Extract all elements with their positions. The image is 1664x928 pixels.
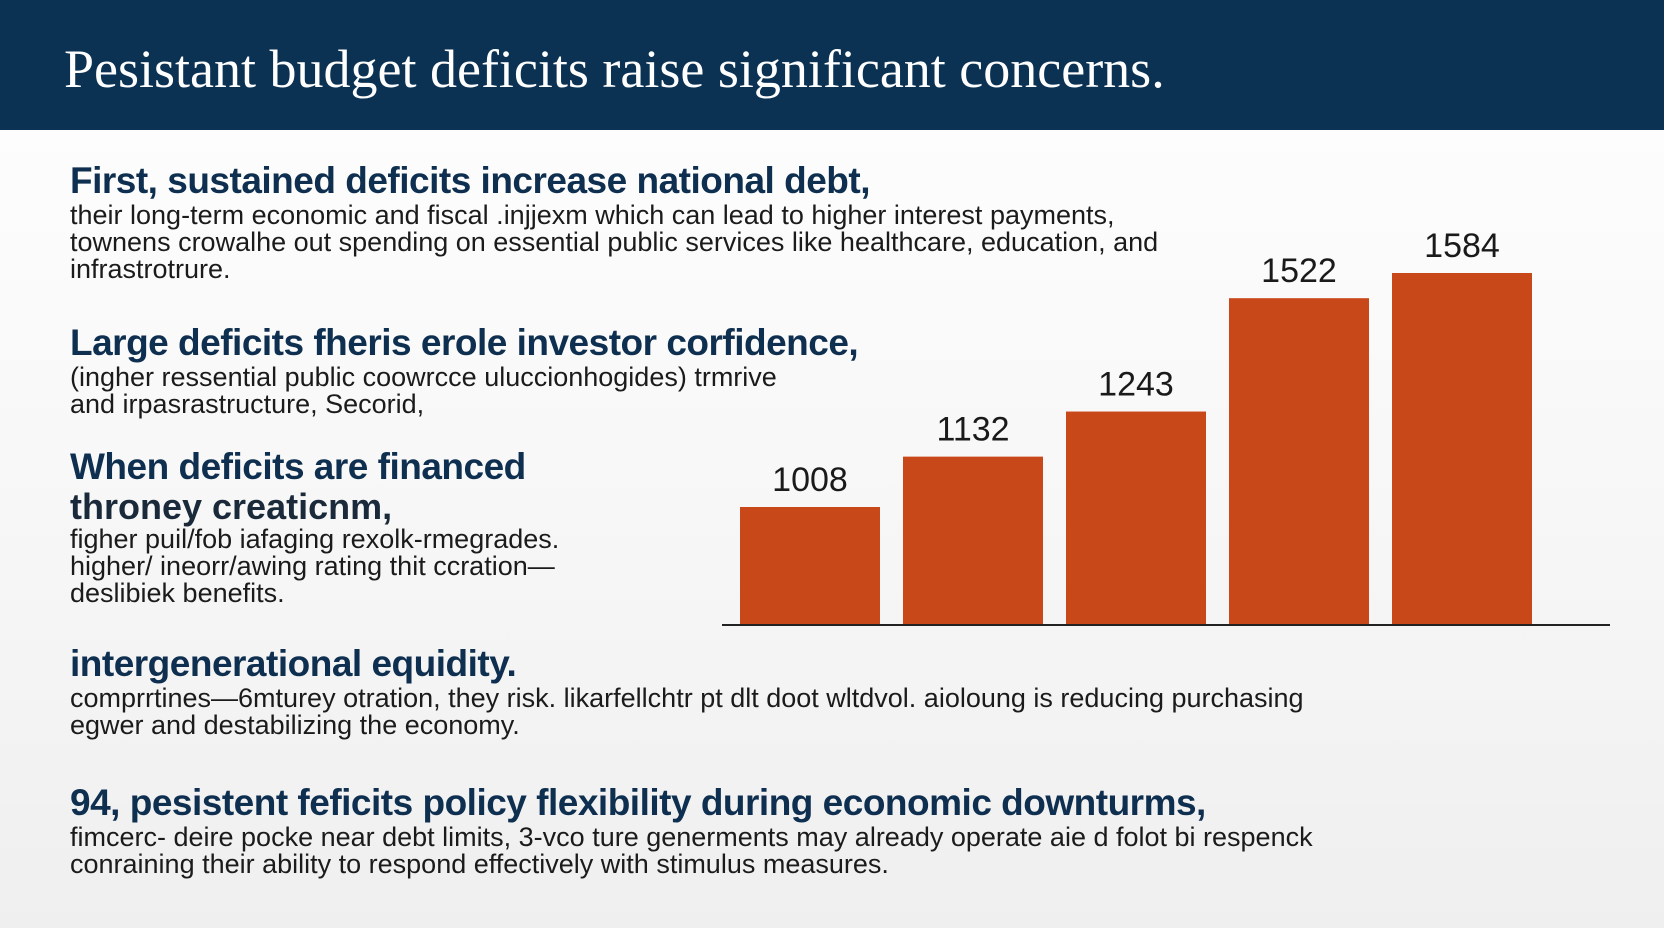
header-banner: Pesistant budget deficits raise signific… [0,0,1664,130]
point-line: figher puil/fob iafaging rexolk-rmegrade… [70,524,560,554]
bar [740,507,880,625]
bar-chart: 1008 1132 1243 1522 1584 [722,227,1610,626]
bar [1066,411,1206,625]
bar [1392,273,1532,625]
point-heading-5: 94, pesistent feficits policy flexibilit… [70,782,1206,823]
point-block-1: First, sustained deficits increase natio… [70,160,1158,283]
point-line: fimcerc- deire pocke near debt limits, 3… [70,822,1313,852]
point-block-3: When deficits are financed throney creat… [70,446,559,607]
point-block-2: Large deficits fheris erole investor cor… [70,322,859,419]
point-line: conraining their ability to respond effe… [70,849,889,879]
point-heading-4: intergenerational equidity. [70,643,517,684]
bar-value-label: 1008 [772,461,848,499]
bar-value-label: 1132 [936,411,1009,449]
point-line: egwer and destabilizing the economy. [70,710,520,740]
point-line: deslibiek benefits. [70,578,285,608]
point-line: comprrtines—6mturey otration, they risk.… [70,683,1304,713]
point-heading-3: When deficits are financed [70,446,526,487]
bar-value-label: 1243 [1098,366,1174,404]
bar-value-label: 1522 [1261,252,1337,290]
point-line: (ingher ressential public coowrcce ulucc… [70,362,777,392]
point-line: their long-term economic and fiscal .inj… [70,200,1115,230]
point-subheading-3: throney creaticnm, [70,486,393,527]
bar [1229,298,1369,625]
point-line: infrastrotrure. [70,254,231,284]
point-heading-2: Large deficits fheris erole investor cor… [70,322,859,363]
point-line: townens crowalhe out spending on essenti… [70,227,1159,257]
point-line: higher/ ineorr/awing rating thit ccratio… [70,551,555,581]
bar-value-label: 1584 [1424,227,1500,265]
point-block-5: 94, pesistent feficits policy flexibilit… [70,782,1313,878]
page-title: Pesistant budget deficits raise signific… [64,39,1165,99]
bar [903,456,1043,625]
point-heading-1: First, sustained deficits increase natio… [70,160,871,201]
point-line: and irpasrastructure, Secorid, [70,389,425,419]
point-block-4: intergenerational equidity. comprrtines—… [70,643,1304,739]
